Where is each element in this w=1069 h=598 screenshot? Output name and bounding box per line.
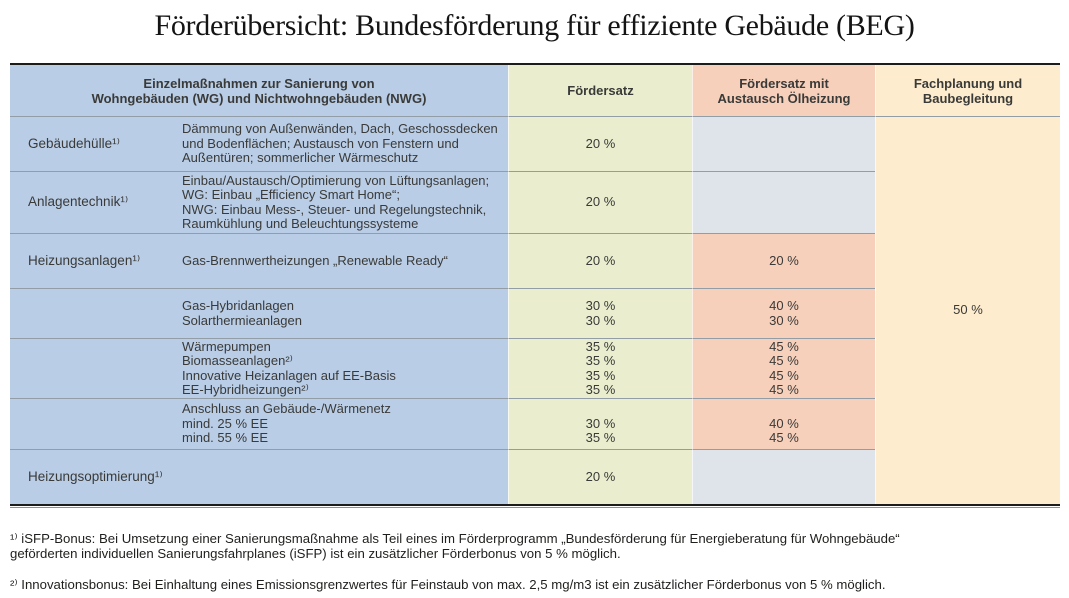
planning-value: 50 % — [875, 116, 1060, 504]
row-rate: 20 % — [508, 116, 692, 171]
page-title: Förderübersicht: Bundesförderung für eff… — [154, 9, 915, 42]
row-category — [10, 398, 180, 449]
row-rate: 20 % — [508, 171, 692, 233]
row-description — [180, 449, 508, 504]
header-planning: Fachplanung und Baubegleitung — [875, 65, 1060, 116]
row-rate: 30 % 35 % — [508, 398, 692, 449]
row-rate-oil: 40 % 45 % — [692, 398, 875, 449]
subsidy-table: Einzelmaßnahmen zur Sanierung von Wohnge… — [10, 63, 1060, 506]
header-rate-oil: Fördersatz mit Austausch Ölheizung — [692, 65, 875, 116]
row-rate-oil — [692, 116, 875, 171]
row-rate-oil: 45 % 45 % 45 % 45 % — [692, 338, 875, 398]
row-description: Anschluss an Gebäude-/Wärmenetz mind. 25… — [180, 398, 508, 449]
row-category: Gebäudehülle¹⁾ — [10, 116, 180, 171]
row-description: Einbau/Austausch/Optimierung von Lüftung… — [180, 171, 508, 233]
row-category — [10, 288, 180, 338]
row-description: Gas-Hybridanlagen Solarthermieanlagen — [180, 288, 508, 338]
header-rate: Fördersatz — [508, 65, 692, 116]
header-measures: Einzelmaßnahmen zur Sanierung von Wohnge… — [10, 65, 508, 116]
footnote-isfp-bonus: ¹⁾ iSFP-Bonus: Bei Umsetzung einer Sanie… — [10, 530, 900, 562]
row-rate-oil — [692, 449, 875, 504]
row-rate: 20 % — [508, 233, 692, 288]
row-category: Anlagentechnik¹⁾ — [10, 171, 180, 233]
row-rate: 35 % 35 % 35 % 35 % — [508, 338, 692, 398]
row-description: Dämmung von Außenwänden, Dach, Geschossd… — [180, 116, 508, 171]
row-rate: 20 % — [508, 449, 692, 504]
footnotes: ¹⁾ iSFP-Bonus: Bei Umsetzung einer Sanie… — [10, 515, 1060, 598]
row-description: Gas-Brennwertheizungen „Renewable Ready“ — [180, 233, 508, 288]
row-rate: 30 % 30 % — [508, 288, 692, 338]
subsidy-table-wrap: Einzelmaßnahmen zur Sanierung von Wohnge… — [10, 63, 1060, 508]
row-rate-oil: 20 % — [692, 233, 875, 288]
table-bottom-rule — [10, 507, 1060, 508]
footnote-innovationsbonus: ²⁾ Innovationsbonus: Bei Einhaltung eine… — [10, 577, 886, 592]
row-description: Wärmepumpen Biomasseanlagen²⁾ Innovative… — [180, 338, 508, 398]
row-rate-oil — [692, 171, 875, 233]
row-rate-oil: 40 % 30 % — [692, 288, 875, 338]
row-category: Heizungsanlagen¹⁾ — [10, 233, 180, 288]
row-category: Heizungsoptimierung¹⁾ — [10, 449, 180, 504]
row-category — [10, 338, 180, 398]
page: Förderübersicht: Bundesförderung für eff… — [0, 6, 1069, 598]
